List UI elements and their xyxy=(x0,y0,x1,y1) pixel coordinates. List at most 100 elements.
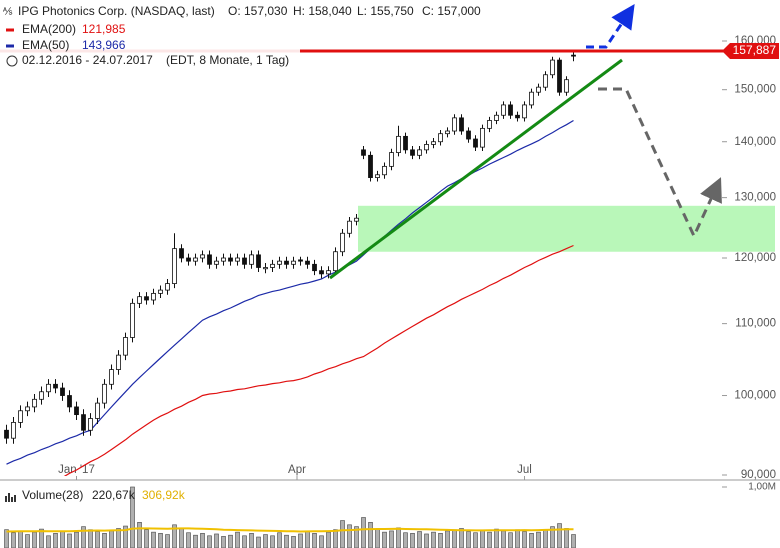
volume-bar xyxy=(501,530,506,548)
candle-body xyxy=(284,260,289,265)
y-tick-label: 130,000 xyxy=(734,192,776,204)
volume-bar xyxy=(298,533,303,548)
volume-bar xyxy=(277,532,282,548)
candle-body xyxy=(452,117,457,132)
candle-body xyxy=(193,257,198,262)
candle-body xyxy=(361,149,366,156)
candle-body xyxy=(263,267,268,270)
volume-bar xyxy=(249,533,254,548)
candle-body xyxy=(529,91,534,106)
ema-line xyxy=(6,119,574,465)
candle-body xyxy=(557,59,562,93)
volume-bar xyxy=(193,534,198,548)
x-tick-label: Apr xyxy=(288,464,306,476)
volume-bar xyxy=(88,529,93,548)
candle-body xyxy=(403,135,408,151)
volume-bar xyxy=(543,529,548,548)
volume-bar xyxy=(557,523,562,548)
candle-body xyxy=(277,260,282,265)
candle-body xyxy=(207,254,212,265)
volume-bar xyxy=(438,533,443,548)
volume-bar xyxy=(522,531,527,548)
volume-bar xyxy=(284,534,289,548)
volume-bar xyxy=(270,535,275,548)
candle-body xyxy=(375,174,380,178)
candle-body xyxy=(123,337,128,356)
volume-bar xyxy=(25,534,30,548)
volume-bar xyxy=(235,531,240,548)
candle-body xyxy=(487,120,492,129)
legend-value: 143,966 xyxy=(82,38,126,52)
candle-body xyxy=(543,74,548,88)
volume-bar xyxy=(480,530,485,548)
volume-bar xyxy=(354,526,359,548)
last-price-label: 157,887 xyxy=(733,43,777,57)
candle-body xyxy=(564,79,569,93)
volume-bar xyxy=(403,532,408,548)
candle-body xyxy=(256,254,261,268)
legend-label: EMA(200) xyxy=(22,22,76,36)
candle-body xyxy=(319,270,324,275)
volume-bar xyxy=(452,529,457,548)
candle-body xyxy=(4,429,9,439)
candle-body xyxy=(340,232,345,253)
y-tick-label: 120,000 xyxy=(734,252,776,264)
candle-body xyxy=(67,395,72,408)
candle-body xyxy=(438,133,443,143)
y-tick-label: 90,000 xyxy=(741,469,776,481)
volume-bar xyxy=(186,532,191,548)
volume-bar xyxy=(60,530,65,548)
volume-bar xyxy=(550,526,555,548)
volume-bar xyxy=(39,528,44,548)
candle-body xyxy=(221,257,226,262)
header: ⅍ IPG Photonics Corp. (NASDAQ, last) O: … xyxy=(3,4,481,67)
volume-bar xyxy=(347,524,352,548)
candle-body xyxy=(130,302,135,338)
bear-arrow xyxy=(598,87,722,240)
candle-body xyxy=(60,387,65,396)
volume-bar xyxy=(109,530,114,548)
candle-body xyxy=(312,263,317,272)
volume-bar xyxy=(487,531,492,548)
candle-body xyxy=(291,260,296,265)
y-tick-label: 100,000 xyxy=(734,390,776,402)
volume-bar xyxy=(466,531,471,548)
candle-body xyxy=(165,283,170,291)
quote-low: L: 155,750 xyxy=(357,4,414,18)
candle-body xyxy=(214,260,219,265)
volume-avg-label: 306,92k xyxy=(142,488,186,502)
x-tick-label: Jul xyxy=(517,464,532,476)
volume-bar xyxy=(410,533,415,548)
volume-bar xyxy=(95,531,100,548)
volume-bar xyxy=(200,533,205,548)
volume-bar xyxy=(424,533,429,548)
candle-body xyxy=(298,259,303,262)
trend-line xyxy=(329,58,623,280)
volume-bar xyxy=(375,529,380,548)
candle-body xyxy=(466,130,471,140)
candle-body xyxy=(368,154,373,178)
candle-body xyxy=(431,141,436,145)
volume-bar xyxy=(32,531,37,548)
candle-body xyxy=(445,130,450,135)
volume-bar xyxy=(445,530,450,548)
volume-bar xyxy=(571,534,576,548)
volume-label: 220,67k xyxy=(92,488,136,502)
volume-bar xyxy=(214,533,219,548)
candle-body xyxy=(389,152,394,167)
volume-bar xyxy=(319,535,324,548)
volume-bar xyxy=(340,520,345,548)
volume-bar xyxy=(18,530,23,548)
candle-body xyxy=(46,383,51,393)
volume-bar xyxy=(144,529,149,548)
volume-bar xyxy=(242,535,247,548)
volume-bar xyxy=(326,531,331,548)
candle-body xyxy=(95,402,100,419)
candle-body xyxy=(144,296,149,301)
volume-bar xyxy=(564,528,569,548)
volume-bar xyxy=(221,536,226,548)
volume-bar xyxy=(67,533,72,548)
candle-body xyxy=(25,406,30,412)
candle-body xyxy=(242,257,247,265)
